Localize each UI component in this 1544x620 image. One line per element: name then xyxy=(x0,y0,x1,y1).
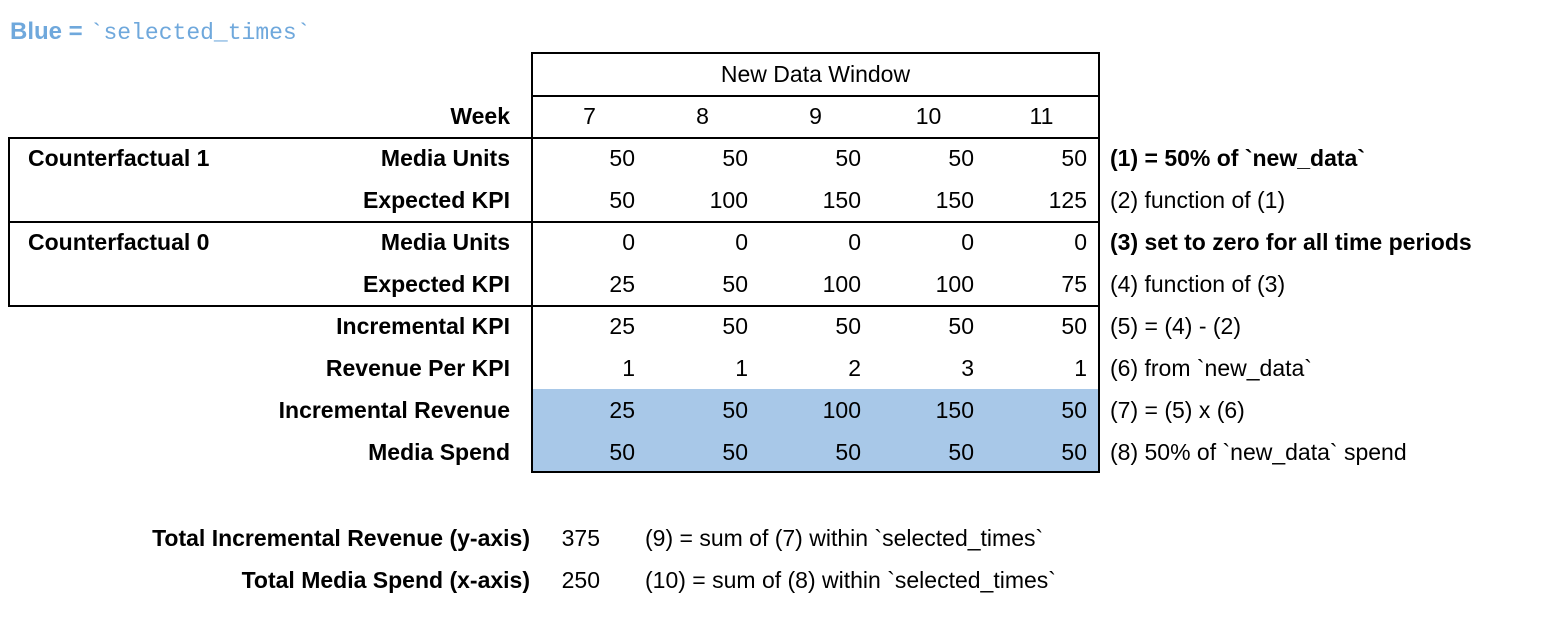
row-label: Incremental KPI xyxy=(336,313,510,339)
row-label: Media Spend xyxy=(368,439,510,465)
row-label: Revenue Per KPI xyxy=(325,355,510,381)
week-label: Week xyxy=(450,103,510,129)
total-media-spend-note: (10) = sum of (8) within `selected_times… xyxy=(645,567,1056,593)
week-cell: 7 xyxy=(583,103,596,129)
cell: 125 xyxy=(1048,187,1087,213)
cell: 0 xyxy=(961,229,974,255)
data-window-box xyxy=(531,52,1100,473)
line-below-week xyxy=(8,137,1100,139)
selected-times-highlight xyxy=(533,389,1098,471)
week-values-row: 7 8 9 10 11 xyxy=(533,95,1098,137)
legend-code: `selected_times` xyxy=(89,20,311,46)
cell: 50 xyxy=(722,439,748,465)
cell: 1 xyxy=(622,355,635,381)
table-row: 50 100 150 150 125 xyxy=(533,179,1098,221)
cell: 50 xyxy=(948,313,974,339)
week-cell: 11 xyxy=(1029,103,1054,129)
table-row-highlighted: 50 50 50 50 50 xyxy=(533,431,1098,473)
row-label: Media Units xyxy=(380,229,510,255)
cell: 100 xyxy=(822,397,861,423)
cell: 2 xyxy=(848,355,861,381)
row-annotation: (5) = (4) - (2) xyxy=(1110,313,1241,339)
cell: 0 xyxy=(735,229,748,255)
cell: 100 xyxy=(822,271,861,297)
line-below-header xyxy=(531,95,1100,97)
cell: 50 xyxy=(609,439,635,465)
cell: 1 xyxy=(735,355,748,381)
cell: 50 xyxy=(722,313,748,339)
cell: 150 xyxy=(935,187,974,213)
table-row: 0 0 0 0 0 xyxy=(533,221,1098,263)
cell: 0 xyxy=(848,229,861,255)
counterfactual-box-left-border xyxy=(8,137,10,307)
row-annotation: (7) = (5) x (6) xyxy=(1110,397,1245,423)
row-annotation: (3) set to zero for all time periods xyxy=(1110,229,1472,255)
total-incremental-revenue-note: (9) = sum of (7) within `selected_times` xyxy=(645,525,1044,551)
cell: 50 xyxy=(609,187,635,213)
cell: 50 xyxy=(609,145,635,171)
line-below-cf0 xyxy=(8,305,1100,307)
row-annotation: (4) function of (3) xyxy=(1110,271,1286,297)
cell: 25 xyxy=(609,397,635,423)
row-annotation: (8) 50% of `new_data` spend xyxy=(1110,439,1407,465)
cell: 50 xyxy=(722,397,748,423)
cell: 25 xyxy=(609,313,635,339)
cell: 50 xyxy=(1061,313,1087,339)
group-label-counterfactual-0: Counterfactual 0 xyxy=(28,229,210,255)
cell: 100 xyxy=(709,187,748,213)
cell: 1 xyxy=(1074,355,1087,381)
cell: 100 xyxy=(935,271,974,297)
cell: 25 xyxy=(609,271,635,297)
total-incremental-revenue-label: Total Incremental Revenue (y-axis) xyxy=(152,525,530,551)
row-annotation: (6) from `new_data` xyxy=(1110,355,1312,381)
row-label: Expected KPI xyxy=(363,187,510,213)
cell: 50 xyxy=(1061,397,1087,423)
cell: 150 xyxy=(822,187,861,213)
week-cell: 9 xyxy=(809,103,822,129)
table-row: 25 50 50 50 50 xyxy=(533,305,1098,347)
data-window-header: New Data Window xyxy=(720,61,911,87)
row-label: Expected KPI xyxy=(363,271,510,297)
total-incremental-revenue-value: 375 xyxy=(561,525,600,551)
cell: 50 xyxy=(1061,145,1087,171)
row-label: Incremental Revenue xyxy=(278,397,510,423)
cell: 50 xyxy=(722,145,748,171)
row-annotation: (1) = 50% of `new_data` xyxy=(1110,145,1365,171)
week-cell: 10 xyxy=(915,103,942,129)
cell: 50 xyxy=(835,145,861,171)
week-cell: 8 xyxy=(696,103,709,129)
table-row: 1 1 2 3 1 xyxy=(533,347,1098,389)
cell: 0 xyxy=(1074,229,1087,255)
cell: 50 xyxy=(722,271,748,297)
total-media-spend-label: Total Media Spend (x-axis) xyxy=(241,567,530,593)
cell: 150 xyxy=(935,397,974,423)
legend-note: Blue = `selected_times` xyxy=(10,14,311,50)
cell: 50 xyxy=(835,313,861,339)
table-row: 50 50 50 50 50 xyxy=(533,137,1098,179)
row-annotation: (2) function of (1) xyxy=(1110,187,1286,213)
table-row: 25 50 100 100 75 xyxy=(533,263,1098,305)
cell: 75 xyxy=(1061,271,1087,297)
cell: 50 xyxy=(835,439,861,465)
group-label-counterfactual-1: Counterfactual 1 xyxy=(28,145,210,171)
total-media-spend-value: 250 xyxy=(561,567,600,593)
cell: 3 xyxy=(961,355,974,381)
cell: 50 xyxy=(948,439,974,465)
cell: 0 xyxy=(622,229,635,255)
legend-label: Blue = xyxy=(10,18,83,45)
cell: 50 xyxy=(948,145,974,171)
table-row-highlighted: 25 50 100 150 50 xyxy=(533,389,1098,431)
row-label: Media Units xyxy=(380,145,510,171)
line-cf1-cf0-boundary xyxy=(8,221,1100,223)
cell: 50 xyxy=(1061,439,1087,465)
